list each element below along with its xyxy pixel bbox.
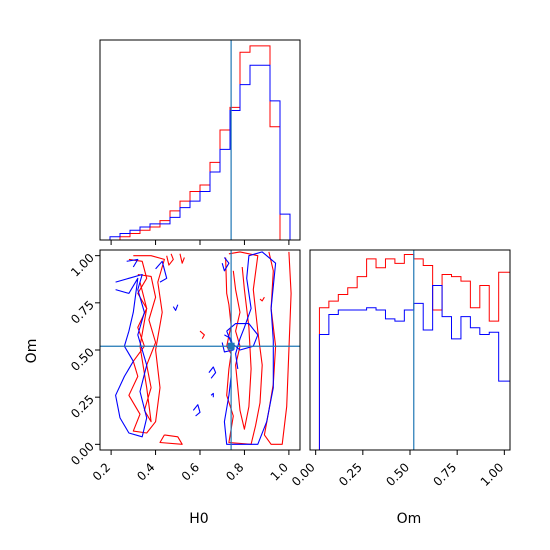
contour-x-tick-label: 0.6 bbox=[179, 460, 202, 483]
om-histogram-panel: 0.00 0.25 0.50 0.75 1.00 bbox=[289, 249, 511, 489]
contour-line bbox=[199, 330, 205, 339]
h0-histogram-panel bbox=[99, 39, 301, 245]
contour-frame bbox=[99, 249, 301, 451]
contour-lines bbox=[115, 251, 292, 445]
contour-line bbox=[221, 334, 234, 353]
contour-x-tick-label: 0.2 bbox=[90, 460, 113, 483]
contour-line bbox=[155, 260, 168, 283]
contour-y-tick-label: 0.00 bbox=[68, 439, 97, 468]
x-axis-label-h0: H0 bbox=[189, 511, 208, 527]
contour-line bbox=[223, 251, 277, 445]
contour-y-tick-label: 0.50 bbox=[68, 345, 97, 374]
contour-x-tick-label: 0.8 bbox=[223, 460, 246, 483]
om-histogram-series bbox=[310, 253, 511, 451]
contour-line bbox=[259, 296, 265, 302]
contour-x-tick-label: 1.0 bbox=[268, 460, 291, 483]
om-histogram-series bbox=[310, 285, 511, 451]
contour-line bbox=[166, 253, 174, 266]
om-histogram-frame bbox=[309, 249, 511, 451]
contour-line bbox=[128, 255, 165, 434]
contour-y-tick-label: 0.75 bbox=[68, 298, 97, 327]
contour-line bbox=[179, 253, 185, 264]
contour-line bbox=[172, 304, 179, 311]
contour-line bbox=[208, 366, 217, 379]
contour-line bbox=[159, 434, 183, 445]
om-histogram-x-tick-label: 0.50 bbox=[383, 460, 412, 489]
contour-line bbox=[115, 273, 148, 438]
om-histogram-x-tick-label: 0.25 bbox=[336, 460, 365, 489]
contour-line bbox=[232, 266, 252, 430]
contour-y-tick-label: 0.25 bbox=[68, 392, 97, 421]
om-histogram-x-tick-label: 0.75 bbox=[430, 460, 459, 489]
contour-line bbox=[137, 273, 157, 423]
om-histogram-x-tick-label: 1.00 bbox=[478, 460, 507, 489]
contour-x-tick-label: 0.4 bbox=[134, 460, 157, 483]
contour-line bbox=[221, 257, 230, 272]
x-axis-label-om: Om bbox=[397, 511, 422, 527]
contour-line bbox=[210, 392, 214, 398]
h0-om-contour-panel: 0.2 0.4 0.6 0.8 1.0 0.00 0.25 0.50 0.75 1.00 bbox=[68, 249, 301, 484]
om-histogram-x-tick-label: 0.00 bbox=[289, 460, 318, 489]
contour-y-tick-label: 1.00 bbox=[68, 251, 97, 280]
truth-point-marker bbox=[227, 342, 235, 350]
y-axis-label-om: Om bbox=[24, 339, 40, 364]
contour-line bbox=[192, 404, 201, 417]
h0-histogram-series bbox=[100, 64, 300, 241]
contour-line bbox=[126, 258, 139, 268]
